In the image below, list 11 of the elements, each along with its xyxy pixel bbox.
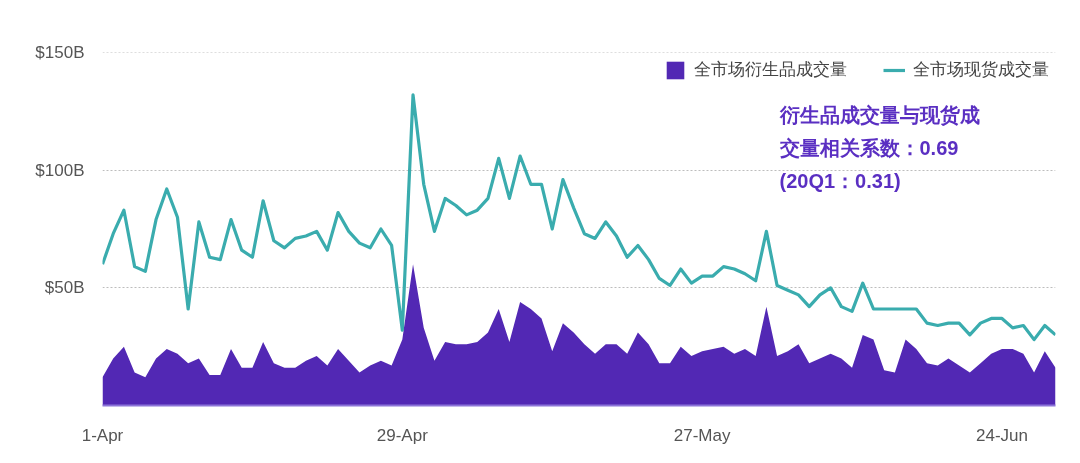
x-tick-label: 29-Apr	[376, 425, 429, 445]
annotation: 衍生品成交量与现货成交量相关系数：0.69 (20Q1：0.31)	[778, 103, 980, 192]
y-tick-label: $50B	[44, 278, 85, 298]
legend-label: 全市场衍生品成交量	[694, 59, 847, 81]
legend-label: 全市场现货成交量	[913, 59, 1049, 81]
line-series	[102, 93, 1056, 342]
x-tick-label: 24-Jun	[975, 425, 1028, 445]
y-tick-label: $100B	[35, 160, 85, 180]
x-tick-label: 27-May	[673, 425, 731, 445]
y-tick-label: $150B	[35, 43, 85, 62]
x-tick-label: 1-Apr	[81, 425, 124, 445]
